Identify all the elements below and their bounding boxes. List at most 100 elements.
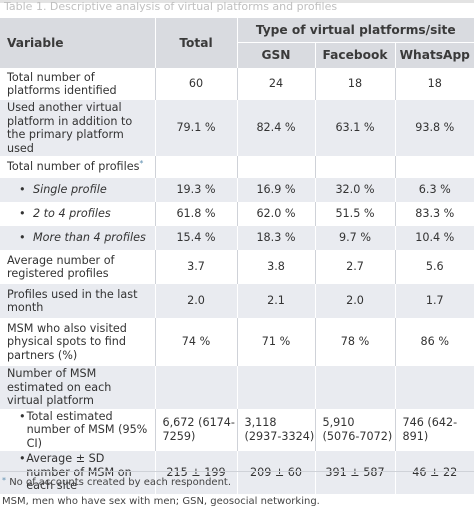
cell-total: 6,672 (6174-7259) [154,408,237,451]
row-label: Used another virtual platform in additio… [0,100,155,156]
bullet-icon: • [19,452,26,465]
cell-gsn [236,366,315,409]
cell-facebook: 32.0 % [314,178,395,202]
row-label: Total number of profiles [7,160,140,174]
cell-whatsapp: 46 ± 22 [394,451,474,494]
table-row: Used another virtual platform in additio… [0,100,474,156]
cell-total: 79.1 % [154,100,237,156]
row-label: Average ± SD number of MSM on each site [26,452,132,492]
row-label: Profiles used in the last month [0,284,155,318]
table-row: • Average ± SD number of MSM on each site… [0,451,474,494]
cell-facebook: 2.7 [314,250,395,284]
cell-facebook: 9.7 % [314,226,395,250]
footnote-2: MSM, men who have sex with men; GSN, geo… [2,496,474,508]
cell-total [154,366,237,409]
table-row: • More than 4 profiles 15.4 % 18.3 % 9.7 … [0,226,474,250]
footnote-2-text: MSM, men who have sex with men; GSN, geo… [2,496,320,507]
top-rule [0,0,474,3]
cell-total: 60 [154,68,237,100]
cell-total: 61.8 % [154,202,237,226]
footnote-1: * No of accounts created by each respond… [2,477,474,489]
table-row: Total number of profiles* [0,156,474,178]
header-whatsapp: WhatsApp [394,42,474,68]
cell-total: 74 % [154,318,237,366]
bullet-icon: • [19,207,26,221]
cell-gsn: 24 [236,68,315,100]
cell-gsn: 3,118 (2937-3324) [236,408,315,451]
row-label: 2 to 4 profiles [33,207,111,221]
cell-whatsapp: 86 % [394,318,474,366]
table-row: Profiles used in the last month 2.0 2.1 … [0,284,474,318]
cell-gsn: 2.1 [236,284,315,318]
table-row: • Total estimated number of MSM (95% CI) … [0,408,474,451]
cell-facebook: 78 % [314,318,395,366]
cell-gsn: 16.9 % [236,178,315,202]
cell-gsn: 82.4 % [236,100,315,156]
header-facebook: Facebook [314,42,395,68]
header-platform-group: Type of virtual platforms/site [236,18,474,43]
cell-whatsapp: 10.4 % [394,226,474,250]
cell-gsn: 3.8 [236,250,315,284]
row-label-cell: • Total estimated number of MSM (95% CI) [0,408,155,451]
cell-gsn: 71 % [236,318,315,366]
row-label: Number of MSM estimated on each virtual … [0,366,155,409]
bullet-icon: • [19,183,26,197]
row-label-cell: • Single profile [0,178,155,202]
cell-total: 215 ± 199 [154,451,237,494]
row-label-cell: Total number of profiles* [0,156,155,178]
header-total: Total [154,18,237,68]
cell-gsn [236,156,315,178]
top-strip: Table 1. Descriptive analysis of virtual… [0,0,474,18]
cell-total: 15.4 % [154,226,237,250]
cell-gsn: 18.3 % [236,226,315,250]
cell-facebook [314,366,395,409]
row-label: Single profile [33,183,107,197]
cell-facebook: 391 ± 587 [314,451,395,494]
cell-whatsapp: 5.6 [394,250,474,284]
cell-whatsapp [394,366,474,409]
header-gsn: GSN [236,42,315,68]
cell-facebook [314,156,395,178]
cell-facebook: 63.1 % [314,100,395,156]
cell-whatsapp: 93.8 % [394,100,474,156]
row-label: More than 4 profiles [33,231,146,245]
footnote-marker: * [139,159,144,169]
cell-facebook: 18 [314,68,395,100]
cell-total: 2.0 [154,284,237,318]
footnote-marker: * [2,476,6,485]
cell-gsn: 62.0 % [236,202,315,226]
cell-gsn: 209 ± 60 [236,451,315,494]
cell-facebook: 5,910 (5076-7072) [314,408,395,451]
row-label: Total number of platforms identified [0,68,155,100]
table-row: MSM who also visited physical spots to f… [0,318,474,366]
table-row: Average number of registered profiles 3.… [0,250,474,284]
row-label: Total estimated number of MSM (95% CI) [26,409,148,450]
footnote-1-text: No of accounts created by each responden… [9,477,232,488]
cell-whatsapp: 1.7 [394,284,474,318]
table-body: Total number of platforms identified 60 … [0,68,474,494]
table-row: Total number of platforms identified 60 … [0,68,474,100]
results-table: Variable Total Type of virtual platforms… [0,18,474,494]
cell-whatsapp [394,156,474,178]
table-caption: Table 1. Descriptive analysis of virtual… [4,0,338,13]
cell-facebook: 51.5 % [314,202,395,226]
cell-whatsapp: 746 (642-891) [394,408,474,451]
cell-facebook: 2.0 [314,284,395,318]
cell-total [154,156,237,178]
cell-total: 19.3 % [154,178,237,202]
table-bottom-rule [0,471,474,472]
table-row: Number of MSM estimated on each virtual … [0,366,474,409]
table-row: • Single profile 19.3 % 16.9 % 32.0 % 6.3… [0,178,474,202]
row-label: Average number of registered profiles [0,250,155,284]
table-row: • 2 to 4 profiles 61.8 % 62.0 % 51.5 % 83… [0,202,474,226]
bullet-icon: • [19,231,26,245]
cell-whatsapp: 83.3 % [394,202,474,226]
cell-whatsapp: 6.3 % [394,178,474,202]
header-variable: Variable [0,18,155,68]
row-label-cell: • Average ± SD number of MSM on each site [0,451,155,494]
row-label-cell: • More than 4 profiles [0,226,155,250]
row-label: MSM who also visited physical spots to f… [0,318,155,366]
table-header: Variable Total Type of virtual platforms… [0,18,474,68]
row-label-cell: • 2 to 4 profiles [0,202,155,226]
cell-total: 3.7 [154,250,237,284]
